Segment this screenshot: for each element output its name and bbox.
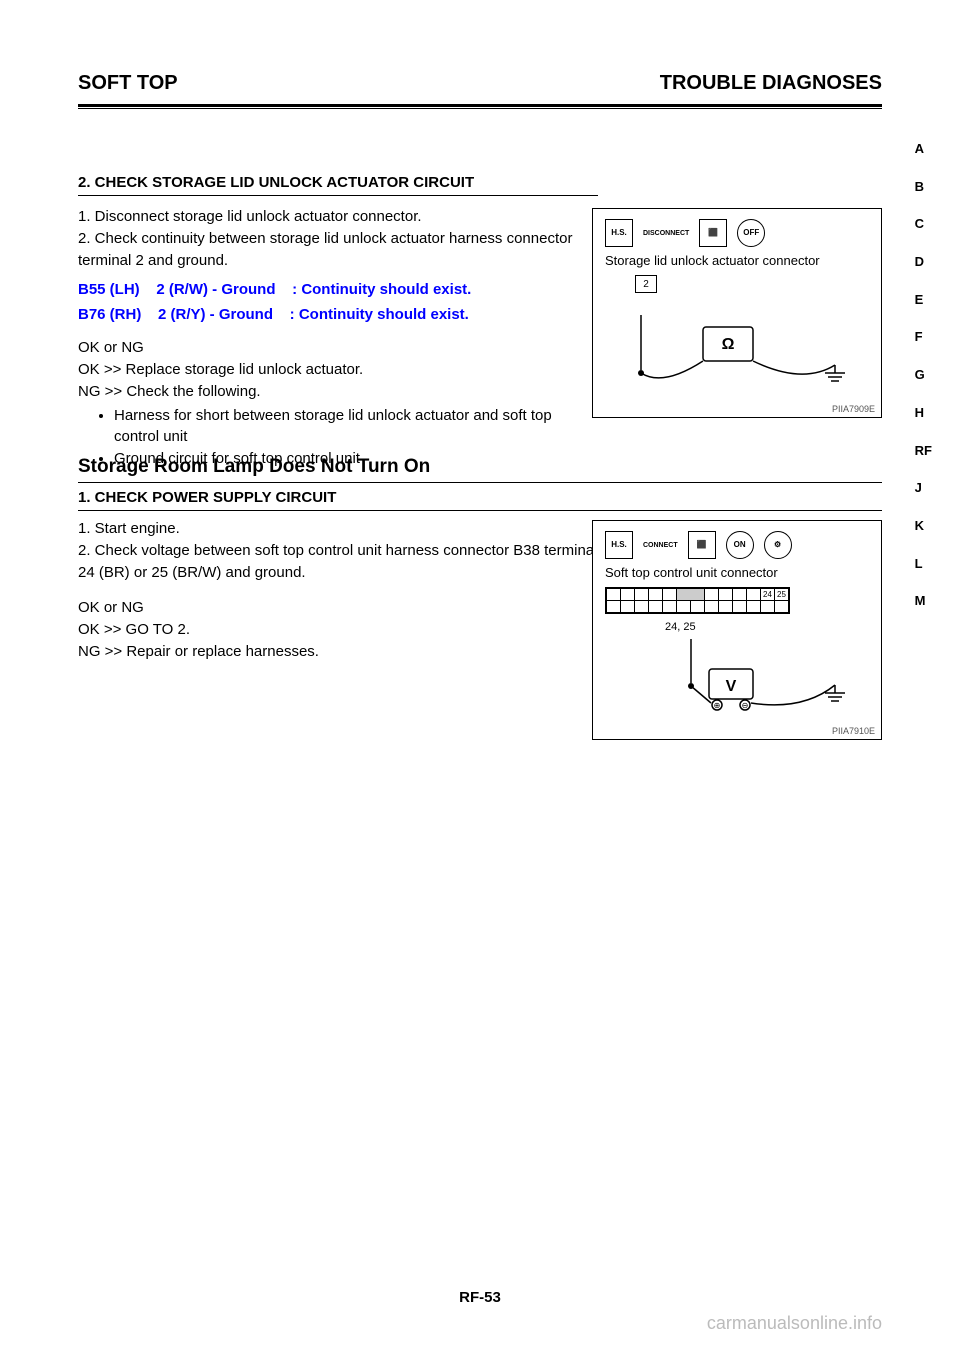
hs-icon-2: H.S. bbox=[605, 531, 633, 559]
section2-heading: Storage Room Lamp Does Not Turn On bbox=[78, 456, 882, 478]
figure1-caption: Storage lid unlock actuator connector bbox=[605, 253, 869, 269]
disconnect-label: DISCONNECT bbox=[643, 230, 689, 237]
tab-e: E bbox=[915, 281, 932, 319]
figure1: H.S. DISCONNECT ⬛ OFF Storage lid unlock… bbox=[592, 208, 882, 418]
page-title: SOFT TOP bbox=[78, 72, 178, 95]
ok-result: OK >> Replace storage lid unlock actuato… bbox=[78, 359, 598, 381]
svg-text:Ω: Ω bbox=[722, 336, 735, 353]
hs-icon: H.S. bbox=[605, 219, 633, 247]
section2-step-title: 1. CHECK POWER SUPPLY CIRCUIT bbox=[78, 489, 882, 506]
page-subtitle: TROUBLE DIAGNOSES bbox=[660, 72, 882, 95]
tab-j: J bbox=[915, 469, 932, 507]
connector-icon: ⬛ bbox=[699, 219, 727, 247]
section1-title: 2. CHECK STORAGE LID UNLOCK ACTUATOR CIR… bbox=[78, 174, 598, 191]
on-icon: ON bbox=[726, 531, 754, 559]
tab-d: D bbox=[915, 243, 932, 281]
svg-text:V: V bbox=[726, 678, 737, 695]
figure2-caption: Soft top control unit connector bbox=[605, 565, 869, 581]
engine-icon: ⚙ bbox=[764, 531, 792, 559]
tab-k: K bbox=[915, 507, 932, 545]
ok2-result: OK >> GO TO 2. bbox=[78, 619, 598, 641]
figure2-wiring: V ⊕ ⊖ bbox=[603, 639, 863, 715]
svg-text:⊖: ⊖ bbox=[742, 701, 749, 710]
figure2: H.S. CONNECT ⬛ ON ⚙ Soft top control uni… bbox=[592, 520, 882, 740]
tab-f: F bbox=[915, 318, 932, 356]
okng2-label: OK or NG bbox=[78, 597, 598, 619]
measure-lh: B55 (LH) 2 (R/W) - Ground : Continuity s… bbox=[78, 281, 598, 298]
page-number: RF-53 bbox=[0, 1289, 960, 1306]
section2-line2: 2. Check voltage between soft top contro… bbox=[78, 540, 598, 584]
section1-rule bbox=[78, 195, 598, 196]
tab-g: G bbox=[915, 356, 932, 394]
section2-line1: 1. Start engine. bbox=[78, 518, 598, 540]
tab-b: B bbox=[915, 168, 932, 206]
figure1-wiring: Ω bbox=[603, 315, 863, 395]
tab-a: A bbox=[915, 130, 932, 168]
connector-grid: 2425 bbox=[605, 587, 790, 614]
section2-rule2 bbox=[78, 510, 882, 511]
tab-c: C bbox=[915, 205, 932, 243]
terminal-2: 2 bbox=[635, 275, 657, 293]
tab-l: L bbox=[915, 545, 932, 583]
tab-rf: RF bbox=[915, 432, 932, 470]
tab-h: H bbox=[915, 394, 932, 432]
off-icon: OFF bbox=[737, 219, 765, 247]
measure-rh: B76 (RH) 2 (R/Y) - Ground : Continuity s… bbox=[78, 306, 598, 323]
connector-icon-2: ⬛ bbox=[688, 531, 716, 559]
header-rule bbox=[78, 104, 882, 109]
ng2-result: NG >> Repair or replace harnesses. bbox=[78, 641, 598, 663]
okng-label: OK or NG bbox=[78, 337, 598, 359]
side-tabs: A B C D E F G H RF J K L M bbox=[915, 130, 932, 620]
terminals-label: 24, 25 bbox=[665, 621, 869, 633]
section1-line2: 2. Check continuity between storage lid … bbox=[78, 228, 598, 272]
figure1-code: PIIA7909E bbox=[832, 404, 875, 414]
ng-result: NG >> Check the following. bbox=[78, 381, 598, 403]
svg-text:⊕: ⊕ bbox=[714, 701, 721, 710]
figure2-code: PIIA7910E bbox=[832, 726, 875, 736]
section2-rule1 bbox=[78, 482, 882, 483]
watermark: carmanualsonline.info bbox=[707, 1313, 882, 1334]
connect-label: CONNECT bbox=[643, 542, 678, 549]
bullet1: Harness for short between storage lid un… bbox=[114, 405, 598, 449]
tab-m: M bbox=[915, 582, 932, 620]
section1-line1: 1. Disconnect storage lid unlock actuato… bbox=[78, 206, 598, 228]
